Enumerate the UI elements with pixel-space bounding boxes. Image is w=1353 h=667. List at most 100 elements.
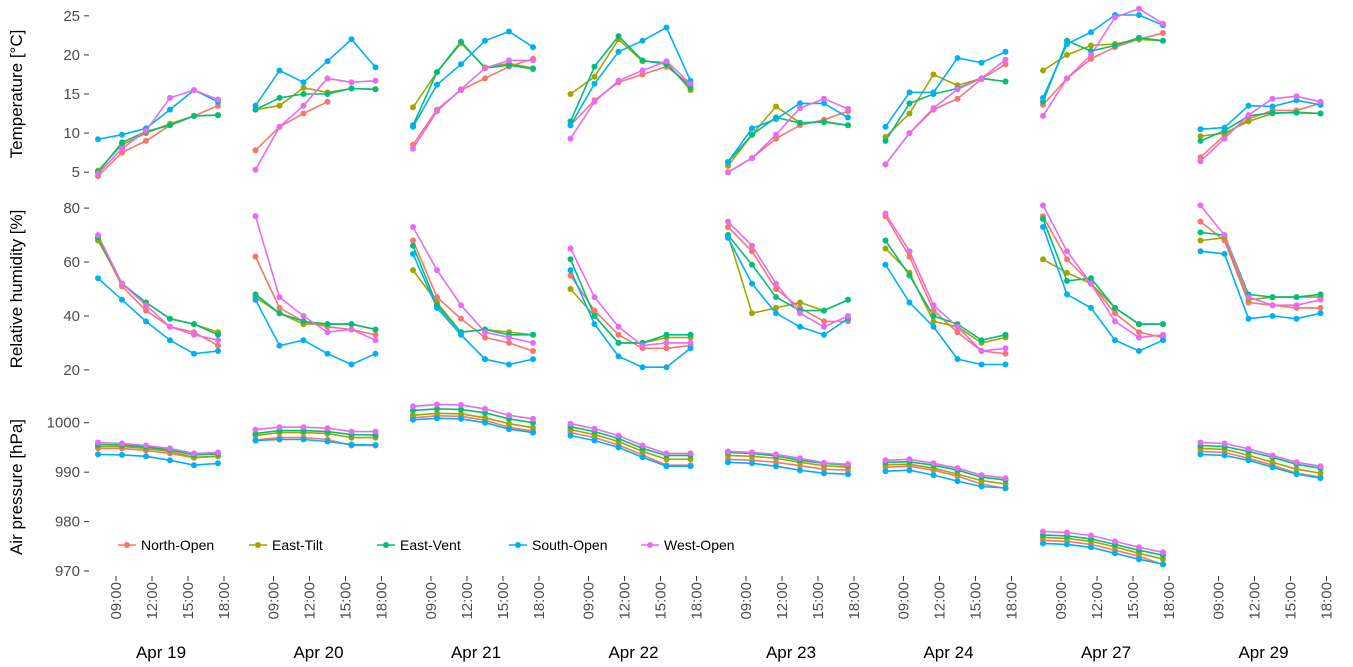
data-point-south-open	[725, 159, 731, 165]
data-point-east-tilt	[797, 299, 803, 306]
x-tick-label: 15:00	[653, 582, 670, 620]
data-point-north-open	[591, 307, 598, 314]
data-point-west-open	[1002, 56, 1009, 63]
data-point-west-open	[615, 323, 622, 330]
data-point-east-tilt	[530, 424, 536, 431]
series-line-east-vent	[255, 429, 376, 436]
data-point-south-open	[410, 250, 416, 257]
x-tick-label: 15:00	[495, 582, 512, 620]
data-point-south-open	[1136, 348, 1142, 354]
data-point-east-tilt	[1088, 42, 1094, 49]
series-line-north-open	[1199, 102, 1321, 158]
data-point-west-open	[215, 449, 221, 456]
series-line-west-open	[884, 213, 1006, 352]
data-point-east-tilt	[567, 91, 574, 97]
series-lines-layer	[97, 7, 1321, 566]
legend-label: North-Open	[141, 537, 214, 553]
data-point-east-vent	[1136, 34, 1142, 41]
data-point-south-open	[1064, 41, 1070, 47]
data-point-east-tilt	[773, 304, 779, 311]
legend-item-east-tilt: East-Tilt	[249, 537, 323, 553]
day-label-apr-27: Apr 27	[1081, 643, 1131, 662]
data-point-east-vent	[978, 337, 985, 344]
series-line-west-open	[1199, 204, 1321, 307]
series-line-east-vent	[1042, 534, 1164, 556]
series-line-east-vent	[255, 293, 376, 331]
data-point-south-open	[252, 102, 259, 109]
y-tick-label: 980	[55, 514, 80, 531]
series-line-east-tilt	[98, 445, 219, 459]
data-point-east-vent	[1136, 321, 1142, 328]
data-point-west-open	[1317, 463, 1324, 470]
series-line-east-tilt	[727, 454, 849, 468]
data-point-west-open	[906, 248, 913, 255]
data-point-east-vent	[1293, 109, 1300, 116]
data-point-west-open	[567, 245, 574, 252]
data-point-west-open	[687, 450, 694, 457]
series-line-west-open	[727, 450, 849, 466]
data-point-west-open	[410, 145, 416, 152]
data-point-east-vent	[372, 86, 379, 93]
series-points-layer	[95, 5, 1324, 568]
data-point-south-open	[567, 432, 574, 439]
data-point-west-open	[1160, 331, 1166, 338]
data-point-north-open	[1002, 61, 1009, 68]
data-point-south-open	[458, 331, 464, 338]
data-point-east-vent	[882, 237, 889, 244]
data-point-west-open	[191, 87, 197, 94]
data-point-south-open	[749, 125, 755, 132]
series-line-south-open	[1042, 14, 1164, 99]
series-line-south-open	[412, 417, 534, 434]
data-point-east-tilt	[749, 310, 755, 317]
data-point-west-open	[167, 445, 173, 452]
data-point-west-open	[978, 75, 985, 82]
data-point-west-open	[530, 57, 536, 64]
data-point-south-open	[348, 361, 355, 368]
series-line-west-open	[412, 59, 533, 150]
data-point-south-open	[906, 467, 913, 474]
data-point-south-open	[276, 67, 283, 74]
data-point-east-tilt	[1040, 67, 1046, 74]
data-point-south-open	[591, 321, 598, 328]
data-point-east-vent	[591, 313, 598, 319]
data-point-south-open	[530, 356, 536, 363]
data-point-north-open	[324, 98, 331, 105]
data-point-east-vent	[167, 122, 173, 129]
series-line-west-open	[1042, 205, 1164, 339]
data-point-south-open	[191, 462, 197, 469]
data-point-west-open	[1197, 202, 1204, 209]
data-point-north-open	[372, 331, 379, 338]
x-tick-label: 15:00	[180, 582, 197, 620]
series-line-east-vent	[97, 237, 219, 336]
y-axis-title-relative-humidity: Relative humidity [%]	[7, 210, 26, 369]
data-point-south-open	[300, 79, 307, 86]
data-point-south-open	[530, 44, 536, 51]
data-point-north-open	[954, 95, 961, 102]
series-line-west-open	[884, 58, 1006, 165]
data-point-east-vent	[1197, 137, 1204, 144]
data-point-south-open	[882, 468, 889, 475]
legend-label: South-Open	[532, 537, 608, 553]
data-point-north-open	[954, 329, 961, 336]
data-point-south-open	[821, 100, 827, 107]
series-line-east-tilt	[412, 269, 534, 336]
data-point-east-tilt	[567, 286, 574, 292]
data-point-south-open	[749, 460, 755, 467]
series-line-north-open	[569, 65, 691, 126]
series-line-east-vent	[1042, 36, 1164, 103]
data-point-south-open	[639, 364, 646, 371]
data-point-east-vent	[845, 296, 851, 303]
data-point-north-open	[749, 248, 755, 255]
legend-item-south-open: South-Open	[509, 537, 608, 553]
series-line-north-open	[255, 436, 376, 447]
data-point-east-vent	[591, 63, 598, 70]
data-point-south-open	[348, 36, 355, 43]
data-point-east-vent	[1269, 109, 1276, 116]
data-point-east-tilt	[410, 104, 416, 111]
data-point-west-open	[482, 65, 488, 72]
data-point-south-open	[1088, 544, 1094, 551]
data-point-west-open	[1293, 93, 1300, 100]
y-axis-title-air-pressure-hpa: Air pressure [hPa]	[7, 419, 26, 555]
data-point-west-open	[434, 401, 440, 408]
data-point-west-open	[119, 145, 125, 152]
